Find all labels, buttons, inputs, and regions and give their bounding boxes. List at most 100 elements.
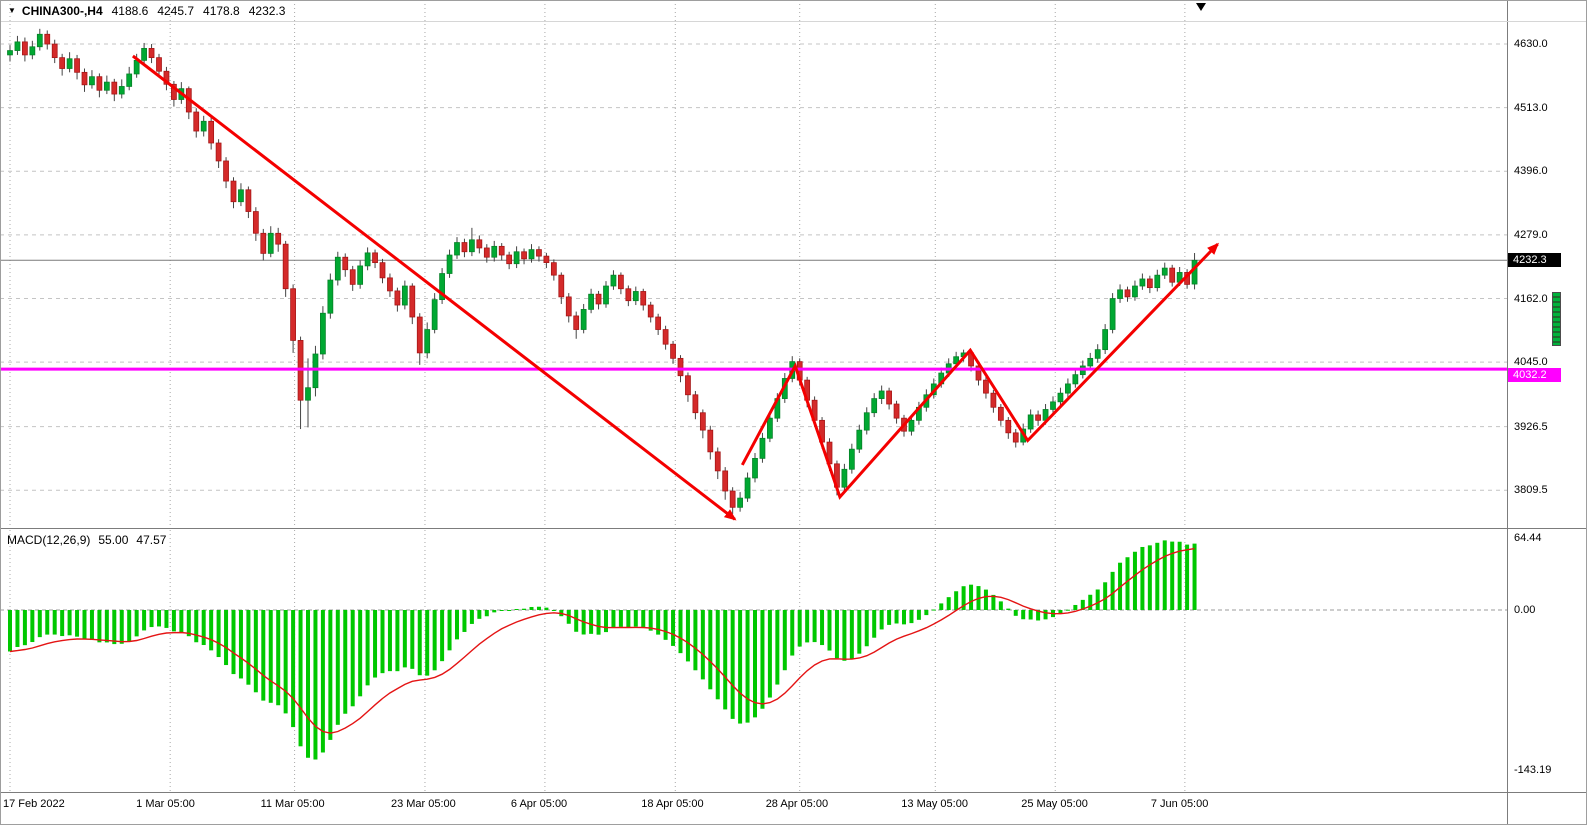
bull-candle bbox=[737, 497, 743, 508]
bull-candle bbox=[1087, 357, 1094, 367]
macd-histogram-bar bbox=[574, 610, 579, 632]
macd-histogram-bar bbox=[611, 610, 616, 629]
time-tick-label: 1 Mar 05:00 bbox=[136, 798, 195, 810]
macd-histogram-bar bbox=[849, 610, 854, 659]
macd-histogram-bar bbox=[790, 610, 795, 656]
main-price-chart[interactable] bbox=[0, 0, 1507, 528]
macd-histogram-bar bbox=[834, 610, 839, 659]
bear-candle bbox=[252, 211, 259, 234]
chart-shift-marker[interactable] bbox=[1196, 3, 1206, 11]
bear-candle bbox=[230, 180, 237, 203]
macd-histogram-bar bbox=[529, 606, 534, 610]
bear-candle bbox=[521, 251, 527, 260]
bull-candle bbox=[469, 239, 475, 253]
macd-histogram-bar bbox=[715, 610, 720, 700]
bull-candle bbox=[610, 274, 617, 287]
bear-candle bbox=[722, 470, 729, 492]
macd-histogram-bar bbox=[455, 610, 459, 640]
macd-histogram-bar bbox=[306, 610, 310, 758]
macd-histogram-bar bbox=[164, 610, 169, 628]
bear-candle bbox=[886, 390, 892, 405]
bear-candle bbox=[558, 274, 565, 298]
macd-histogram-bar bbox=[209, 610, 214, 651]
macd-histogram-bar bbox=[201, 610, 206, 646]
pane-separator[interactable] bbox=[0, 528, 1587, 529]
macd-histogram-bar bbox=[589, 610, 594, 634]
bull-candle bbox=[841, 468, 848, 488]
bull-candle bbox=[603, 285, 609, 305]
macd-histogram-bar bbox=[954, 591, 959, 610]
macd-histogram-bar bbox=[522, 608, 527, 610]
macd-histogram-bar bbox=[916, 610, 921, 620]
bear-candle bbox=[625, 288, 632, 302]
bull-candle bbox=[29, 46, 36, 56]
macd-histogram-bar bbox=[946, 597, 951, 610]
macd-histogram-bar bbox=[440, 610, 445, 662]
macd-histogram-bar bbox=[969, 584, 974, 610]
bear-candle bbox=[983, 379, 989, 394]
bull-candle bbox=[1072, 374, 1079, 385]
bear-candle bbox=[81, 71, 88, 86]
bull-candle bbox=[1027, 414, 1034, 430]
bear-candle bbox=[290, 288, 296, 341]
price-axis[interactable]: 4630.0 4513.0 4396.0 4279.0 4162.0 4045.0 3926… bbox=[1508, 0, 1587, 825]
price-tick-label: 4279.0 bbox=[1514, 228, 1548, 241]
macd-histogram-bar bbox=[1162, 540, 1167, 610]
macd-histogram-bar bbox=[857, 610, 862, 654]
macd-histogram-bar bbox=[119, 610, 124, 644]
macd-histogram-bar bbox=[797, 610, 802, 647]
time-tick-label: 11 Mar 05:00 bbox=[260, 798, 325, 810]
macd-histogram-bar bbox=[395, 610, 400, 672]
bull-candle bbox=[103, 81, 110, 91]
bear-candle bbox=[476, 239, 483, 249]
bull-candle bbox=[1102, 329, 1109, 351]
bull-candle bbox=[580, 309, 587, 330]
bull-candle bbox=[871, 398, 878, 414]
bull-candle bbox=[632, 291, 639, 302]
bear-candle bbox=[96, 76, 103, 91]
bear-candle bbox=[893, 403, 900, 419]
axis-scrollbar-thumb[interactable] bbox=[1552, 292, 1561, 346]
macd-histogram-bar bbox=[157, 610, 161, 627]
time-axis[interactable]: 17 Feb 2022 1 Mar 05:00 11 Mar 05:00 23 Mar… bbox=[0, 793, 1507, 825]
macd-histogram-bar bbox=[268, 610, 273, 703]
macd-histogram-bar bbox=[738, 610, 743, 724]
macd-histogram-bar bbox=[30, 610, 35, 643]
macd-histogram-bar bbox=[1110, 571, 1115, 610]
macd-histogram-bar bbox=[67, 610, 72, 636]
bull-candle bbox=[953, 356, 960, 365]
macd-histogram-bar bbox=[276, 610, 281, 706]
zigzag-recovery-arrow[interactable] bbox=[740, 242, 1219, 500]
macd-histogram-bar bbox=[238, 610, 243, 679]
bull-candle bbox=[89, 76, 95, 86]
macd-histogram-bar bbox=[82, 610, 87, 640]
macd-histogram-bar bbox=[931, 609, 936, 611]
time-tick-label: 23 Mar 05:00 bbox=[390, 798, 456, 810]
bear-candle bbox=[685, 375, 691, 396]
macd-histogram-bar bbox=[104, 610, 109, 643]
macd-histogram-bar bbox=[22, 610, 27, 646]
bear-candle bbox=[997, 406, 1004, 421]
bear-candle bbox=[163, 70, 170, 85]
price-tick-label: 4630.0 bbox=[1514, 38, 1548, 51]
macd-histogram-bar bbox=[402, 610, 407, 668]
macd-histogram-bar bbox=[812, 610, 817, 643]
macd-histogram-bar bbox=[618, 610, 623, 627]
macd-histogram-bar bbox=[447, 610, 452, 651]
macd-histogram-bar bbox=[350, 610, 355, 707]
bear-candle bbox=[677, 357, 684, 377]
macd-histogram-bar bbox=[358, 610, 363, 697]
macd-indicator-chart[interactable] bbox=[0, 530, 1507, 792]
macd-histogram-bar bbox=[656, 610, 661, 635]
macd-histogram-bar bbox=[387, 610, 392, 672]
bull-candle bbox=[1109, 298, 1116, 330]
downtrend-arrow[interactable] bbox=[131, 54, 737, 521]
macd-histogram-bar bbox=[1192, 543, 1197, 610]
macd-histogram-bar bbox=[775, 610, 780, 685]
macd-histogram-bar bbox=[767, 610, 772, 698]
bull-candle bbox=[878, 390, 885, 399]
macd-histogram-bar bbox=[626, 610, 631, 628]
macd-histogram-bar bbox=[231, 610, 236, 675]
macd-histogram-bar bbox=[194, 610, 199, 643]
bear-candle bbox=[372, 252, 378, 264]
